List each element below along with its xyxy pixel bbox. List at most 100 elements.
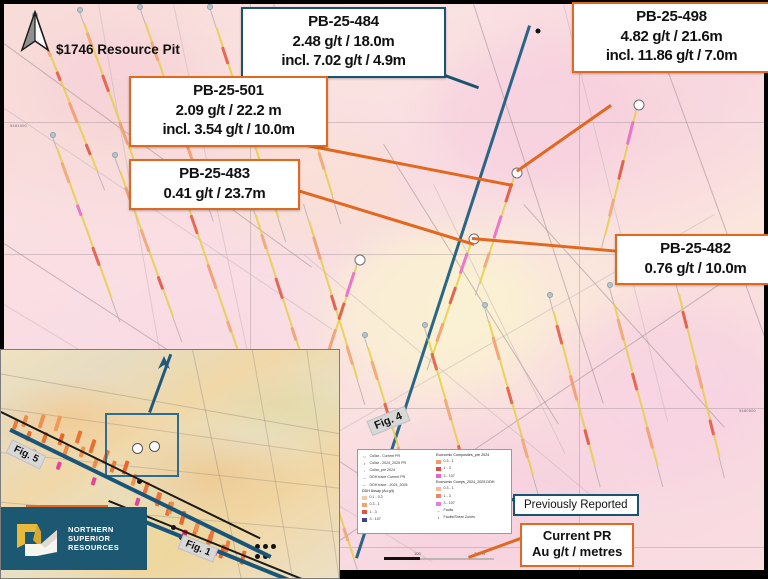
swatch <box>436 494 441 499</box>
swatch <box>436 467 441 472</box>
grid-line <box>4 254 764 255</box>
inset-collar <box>255 554 260 559</box>
legend-label: 0.3 - 1 <box>443 459 454 464</box>
dot-grey-icon: • <box>363 467 366 473</box>
legend-item: – Faults <box>436 507 507 514</box>
callout-value: 0.76 g/t / 10.0m <box>644 259 747 277</box>
swatch <box>362 510 367 515</box>
legend-item: 0.3 - 1 <box>436 459 507 466</box>
legend-item: 0.3 - 1 <box>362 502 433 509</box>
north-arrow-icon <box>20 10 50 53</box>
swatch <box>436 460 441 465</box>
legend-label: DDH trace Current PR <box>369 475 406 480</box>
legend-right-column: Economic Composites_pre 2024 0.3 - 1 1 -… <box>436 453 507 530</box>
callout-included: incl. 11.86 g/t / 7.0m <box>605 47 738 65</box>
legend-comps-2024-header: Economic Comps_2024_2025 DDH <box>436 480 495 485</box>
callout-included: incl. 7.02 g/t / 4.9m <box>281 52 406 70</box>
map-legend[interactable]: ○ Collar - Current PR • Collar - 2024_20… <box>357 449 512 534</box>
callout-pb-25-482[interactable]: PB-25-482 0.76 g/t / 10.0m <box>615 234 768 286</box>
legend-item: • Faults/Shear Zones <box>436 514 507 521</box>
legend-label: Collar - 2024_2025 PR <box>369 460 407 465</box>
collar-pre-2024[interactable] <box>112 152 118 158</box>
legend-item: – DDH trace - 2024_2025 <box>362 482 433 489</box>
swatch <box>436 487 441 492</box>
coordinate-label: 5480500 <box>739 408 756 413</box>
ddh-trace-current[interactable] <box>426 237 473 371</box>
legend-label: 0.3 - 1 <box>443 486 454 491</box>
legend-item: 0.3 - 1 <box>436 486 507 493</box>
grid-line <box>4 122 764 123</box>
collar-pre-2024[interactable] <box>77 7 83 13</box>
inset-collar <box>137 479 142 484</box>
legend-label: Faults <box>443 507 454 512</box>
geology-unit-blob <box>564 304 764 474</box>
logo-line2: SUPERIOR <box>68 533 111 543</box>
callout-pb-25-483[interactable]: PB-25-483 0.41 g/t / 23.7m <box>129 159 300 211</box>
collar-pre-2024[interactable] <box>362 332 368 338</box>
inset-collar <box>263 544 268 549</box>
arrow-head-icon <box>158 356 170 369</box>
callout-pb-25-498[interactable]: PB-25-498 4.82 g/t / 21.6m incl. 11.86 g… <box>572 2 768 73</box>
legend-label: 3 - 107 <box>443 473 455 478</box>
inset-collar-current <box>132 443 143 454</box>
ddh-trace[interactable] <box>673 274 725 479</box>
legend-item: • Collar - 2024_2025 PR <box>362 460 433 467</box>
legend-label: 3 - 107 <box>443 500 455 505</box>
legend-label: 0.1 - 0.3 <box>369 495 383 500</box>
company-logo: NORTHERN SUPERIOR RESOURCES <box>1 507 147 570</box>
collar-pre-2024[interactable] <box>547 292 553 298</box>
ddh-trace[interactable] <box>548 294 601 488</box>
swatch <box>362 503 367 508</box>
collar-pre-2024[interactable] <box>422 322 428 328</box>
collar-pre-2024[interactable] <box>207 4 213 10</box>
callout-pb-25-501[interactable]: PB-25-501 2.09 g/t / 22.2 m incl. 3.54 g… <box>129 76 328 147</box>
legend-label: Collar - Current PR <box>369 453 401 458</box>
company-logo-text: NORTHERN SUPERIOR RESOURCES <box>68 525 119 552</box>
northern-superior-logo-icon <box>17 523 57 556</box>
legend-label: Collar_pre 2024 <box>369 468 396 473</box>
legend-item: 3 - 107 <box>436 473 507 480</box>
collar-pre-2024[interactable] <box>50 132 56 138</box>
current-pr-line2: Au g/t / metres <box>532 544 623 560</box>
logo-line1: NORTHERN <box>68 524 114 534</box>
collar-current-pr[interactable] <box>354 254 366 266</box>
callout-pb-25-484[interactable]: PB-25-484 2.48 g/t / 18.0m incl. 7.02 g/… <box>241 7 446 78</box>
legend-item: 0.1 - 0.3 <box>362 494 433 501</box>
coordinate-label: 5481000 <box>10 123 27 128</box>
inset-focus-box <box>105 413 179 477</box>
current-pr-key[interactable]: Current PR Au g/t / metres <box>520 523 635 567</box>
ddh-trace[interactable] <box>608 284 664 488</box>
legend-item: • Collar_pre 2024 <box>362 467 433 474</box>
ddh-trace-current[interactable] <box>474 171 516 296</box>
grid-line <box>250 4 251 570</box>
swatch <box>436 474 441 479</box>
legend-item: 1 - 3 <box>436 466 507 473</box>
collar-2024-2025-pr[interactable] <box>535 28 541 34</box>
scale-bar-segment <box>420 558 494 560</box>
grid-line <box>579 4 580 570</box>
legend-label: 1 - 3 <box>443 493 451 498</box>
collar-pre-2024[interactable] <box>137 4 143 10</box>
collar-current-pr[interactable] <box>633 99 645 111</box>
legend-label: 0.3 - 1 <box>369 502 380 507</box>
callout-hole-id: PB-25-501 <box>193 82 264 99</box>
legend-label: DDH trace - 2024_2025 <box>369 482 408 487</box>
dash-icon: – <box>437 507 440 513</box>
resource-pit-label: $1746 Resource Pit <box>56 42 180 57</box>
collar-pre-2024[interactable] <box>607 282 613 288</box>
logo-line3: RESOURCES <box>68 543 120 553</box>
legend-comps-pre-header: Economic Composites_pre 2024 <box>436 453 490 457</box>
swatch <box>436 501 441 506</box>
inset-collar-current <box>149 441 160 452</box>
previously-reported-key[interactable]: Previously Reported <box>513 494 639 516</box>
legend-label: 3 - 107 <box>369 516 381 521</box>
scale-bar-mid-label: 100 <box>414 551 421 556</box>
callout-value: 0.41 g/t / 23.7m <box>163 184 266 202</box>
legend-label: 1 - 3 <box>443 466 451 471</box>
collar-pre-2024[interactable] <box>482 302 488 308</box>
line-icon: – <box>363 482 366 488</box>
dot-icon: • <box>437 514 440 520</box>
callout-hole-id: PB-25-483 <box>179 165 250 182</box>
callout-value: 2.48 g/t / 18.0m <box>292 32 395 50</box>
